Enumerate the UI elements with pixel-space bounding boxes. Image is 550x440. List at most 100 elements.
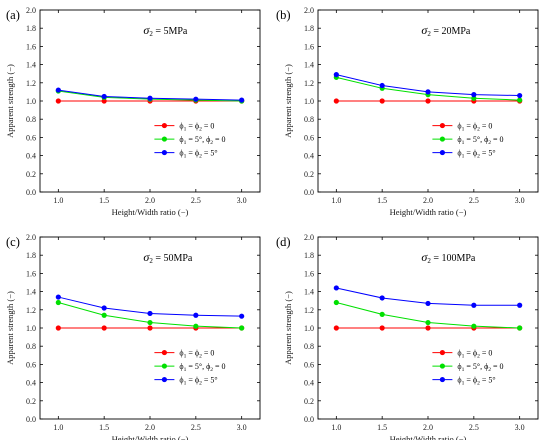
sigma-subscript: 2	[149, 257, 153, 265]
data-point	[425, 89, 431, 95]
legend-label: ϕ1 = ϕ2 = 5°	[179, 149, 217, 160]
legend-mid: = ϕ	[464, 349, 477, 358]
legend-phi: ϕ	[179, 149, 183, 158]
chart-panel-a: 1.0 1.5 2.0 2.5 3.0 0.0 0.2 0.4 0.6 0.8 1.0 1.2 1.4 1…	[5, 6, 261, 217]
legend-marker	[161, 376, 167, 383]
legend-label: ϕ1 = 5°, ϕ2 = 0	[179, 362, 225, 373]
series-2	[55, 299, 245, 331]
data-point	[55, 87, 61, 93]
sigma-value: = 20MPa	[431, 26, 471, 37]
legend-sub: 2	[477, 154, 480, 160]
legend-marker	[439, 122, 445, 129]
legend-phi: ϕ	[179, 122, 183, 131]
legend-sub: 2	[488, 140, 491, 146]
y-tick-label: 0.2	[26, 397, 36, 406]
legend-tail: = 5°	[480, 376, 496, 385]
panel-label: (d)	[276, 235, 291, 249]
legend-tail: = 0	[491, 362, 504, 371]
y-tick-label: 0.0	[26, 188, 36, 197]
data-point	[379, 295, 385, 301]
legend-mid: = ϕ	[186, 149, 199, 158]
data-point	[101, 312, 107, 318]
y-tick-label: 0.8	[304, 115, 314, 124]
legend-sub: 1	[184, 367, 187, 373]
legend-tail: = 0	[213, 362, 226, 371]
data-point	[333, 98, 339, 104]
data-point	[517, 97, 523, 103]
series-2	[333, 74, 523, 103]
y-tick-label: 1.8	[304, 24, 314, 33]
sigma-subscript: 2	[149, 30, 153, 38]
data-point	[333, 72, 339, 78]
legend-phi: ϕ	[457, 122, 461, 131]
y-tick-label: 0.2	[304, 397, 314, 406]
legend-label: ϕ1 = 5°, ϕ2 = 0	[457, 135, 503, 146]
legend-marker	[439, 136, 445, 142]
legend-marker	[161, 122, 167, 129]
legend-entry-2: ϕ1 = 5°, ϕ2 = 0	[432, 135, 504, 146]
y-tick-label: 0.2	[26, 170, 36, 179]
data-point	[425, 325, 431, 331]
x-tick-label: 2.5	[469, 196, 479, 205]
legend-sub: 2	[488, 367, 491, 373]
x-tick-label: 1.5	[99, 423, 109, 432]
legend-mid: = 5°, ϕ	[464, 362, 488, 371]
data-point	[101, 98, 107, 104]
x-tick-label: 2.0	[423, 196, 433, 205]
y-tick-label: 0.0	[304, 415, 314, 424]
sigma-symbol: σ	[143, 23, 150, 37]
y-tick-label: 0.6	[26, 133, 36, 142]
legend-marker	[161, 349, 167, 356]
y-axis-title: Apparent strength (−)	[283, 291, 293, 365]
x-tick-label: 3.0	[237, 423, 247, 432]
y-tick-label: 1.8	[304, 251, 314, 260]
y-tick-label: 0.6	[26, 360, 36, 369]
legend-sub: 2	[199, 354, 202, 360]
legend-tail: = 0	[202, 349, 215, 358]
y-axis-title: Apparent strength (−)	[5, 291, 15, 365]
legend-label: ϕ1 = 5°, ϕ2 = 0	[457, 362, 503, 373]
data-point	[101, 93, 107, 100]
data-point	[239, 313, 245, 319]
y-tick-label: 1.2	[304, 79, 314, 88]
legend-label: ϕ1 = ϕ2 = 0	[179, 349, 214, 360]
data-point	[147, 310, 153, 317]
y-tick-label: 2.0	[26, 6, 36, 15]
data-point	[55, 294, 61, 300]
x-tick-label: 1.0	[53, 196, 63, 205]
sigma-subscript: 2	[427, 30, 431, 38]
data-point	[379, 311, 385, 317]
legend-tail: = 0	[480, 349, 493, 358]
panel-label: (b)	[276, 8, 291, 22]
x-axis-title: Height/Width ratio (−)	[390, 207, 467, 217]
legend-phi: ϕ	[457, 362, 461, 371]
legend-mid: = ϕ	[464, 149, 477, 158]
y-tick-label: 1.4	[304, 61, 314, 70]
legend-sub: 1	[462, 154, 465, 160]
data-point	[239, 325, 245, 331]
data-point	[55, 98, 61, 104]
legend-tail: = 0	[213, 135, 226, 144]
data-point	[517, 92, 523, 99]
sigma-value: = 5MPa	[153, 26, 188, 37]
legend-phi: ϕ	[457, 349, 461, 358]
data-point	[147, 325, 153, 331]
chart-panel-c: 1.0 1.5 2.0 2.5 3.0 0.0 0.2 0.4 0.6 0.8 1.0 1.2 1.4 1…	[5, 233, 261, 440]
x-tick-label: 3.0	[515, 196, 525, 205]
data-point	[517, 325, 523, 331]
legend-sub: 1	[462, 127, 465, 133]
data-point	[425, 319, 431, 326]
legend-sub: 2	[477, 127, 480, 133]
x-axis-title: Height/Width ratio (−)	[112, 207, 189, 217]
y-tick-label: 1.4	[26, 288, 36, 297]
y-tick-label: 0.4	[26, 379, 36, 388]
legend-sub: 1	[184, 381, 187, 387]
legend-entry-3: ϕ1 = ϕ2 = 5°	[154, 376, 218, 387]
y-tick-label: 2.0	[26, 233, 36, 242]
data-point	[239, 97, 245, 103]
legend-sub: 1	[184, 154, 187, 160]
panel-label: (a)	[6, 8, 20, 22]
y-tick-label: 0.4	[26, 152, 36, 161]
legend-phi: ϕ	[457, 149, 461, 158]
legend-marker	[439, 376, 445, 383]
